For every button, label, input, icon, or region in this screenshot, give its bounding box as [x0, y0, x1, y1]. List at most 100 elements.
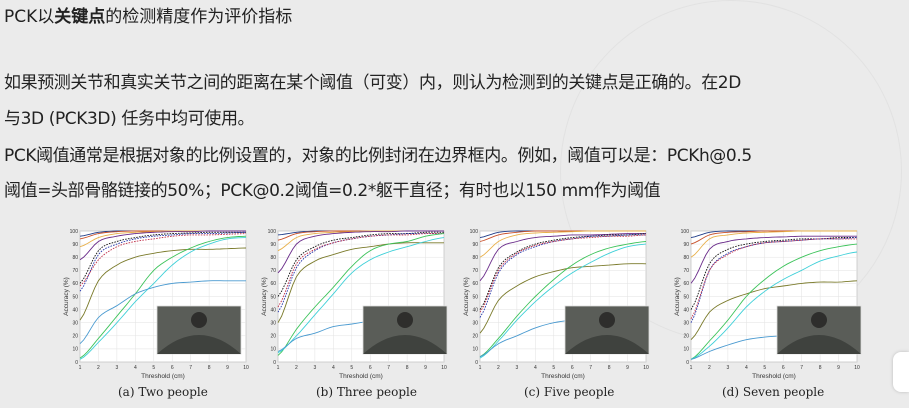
- x-tick-label: 2: [497, 365, 500, 371]
- y-tick-label: 40: [270, 307, 276, 313]
- y-tick-label: 10: [683, 347, 689, 353]
- paragraph-line: 如果预测关节和真实关节之间的距离在某个阈值（可变）内，则认为检测到的关键点是正确…: [4, 73, 741, 93]
- x-tick-label: 5: [350, 365, 353, 371]
- series-line: [277, 233, 445, 356]
- x-tick-label: 2: [97, 365, 100, 371]
- series-line: [277, 233, 444, 313]
- x-tick-label: 2: [295, 365, 298, 371]
- y-tick-label: 50: [683, 294, 689, 300]
- x-tick-label: 4: [745, 365, 748, 371]
- x-tick-label: 8: [406, 365, 409, 371]
- y-tick-label: 100: [470, 229, 479, 235]
- series-line: [277, 230, 444, 274]
- y-tick-label: 0: [686, 360, 689, 366]
- y-tick-label: 80: [270, 255, 276, 261]
- y-tick-label: 30: [472, 321, 478, 327]
- x-tick-label: 8: [208, 365, 211, 371]
- pck-chart-three-people: 0 10 20 30 40 50 60 70 80 90 100 1 2 3 4 5 6 7 8 9 10 Thresho…: [261, 229, 448, 380]
- series-line: [277, 231, 444, 297]
- series-line: [479, 241, 647, 358]
- inset-floor: [777, 335, 861, 354]
- series-line: [479, 243, 647, 359]
- y-tick-label: 20: [472, 334, 478, 340]
- y-tick-label: 80: [683, 255, 689, 261]
- y-tick-label: 100: [681, 229, 690, 235]
- series-line: [479, 234, 646, 318]
- x-tick-label: 7: [387, 365, 390, 371]
- inset-video-frame: [564, 305, 650, 355]
- paragraph-line: 阈值=头部骨骼链接的50%；PCK@0.2阈值=0.2*躯干直径；有时也以150…: [4, 181, 661, 201]
- y-tick-label: 0: [75, 360, 78, 366]
- x-tick-label: 3: [115, 365, 118, 371]
- chart-caption: (a) Two people: [118, 385, 208, 399]
- chart-caption: (d) Seven people: [722, 385, 825, 399]
- pck-chart-two-people: 0 10 20 30 40 50 60 70 80 90 100 1 2 3 4 5 6 7 8 9 10 Thresho…: [63, 229, 249, 380]
- y-tick-label: 90: [683, 242, 689, 248]
- inset-head: [811, 312, 827, 328]
- series-line: [479, 233, 646, 282]
- title-prefix: PCK以: [4, 7, 55, 27]
- y-tick-label: 10: [472, 347, 478, 353]
- y-tick-label: 20: [270, 334, 276, 340]
- series-line: [479, 234, 647, 313]
- x-tick-label: 9: [837, 365, 840, 371]
- x-tick-label: 3: [515, 365, 518, 371]
- paragraph-line: PCK阈值通常是根据对象的比例设置的，对象的比例封闭在边界框内。例如，阈值可以是…: [4, 146, 752, 166]
- y-tick-label: 70: [270, 268, 276, 274]
- floating-button[interactable]: [893, 352, 909, 392]
- x-tick-label: 5: [552, 365, 555, 371]
- x-tick-label: 1: [277, 365, 280, 371]
- series-line: [79, 230, 246, 261]
- x-tick-label: 10: [854, 365, 860, 371]
- title-bold: 关键点: [54, 7, 106, 27]
- y-tick-label: 20: [683, 334, 689, 340]
- x-tick-label: 7: [189, 365, 192, 371]
- inset-head: [599, 312, 615, 328]
- x-tick-label: 9: [424, 365, 427, 371]
- series-line: [690, 237, 858, 310]
- title-suffix: 的检测精度作为评价指标: [105, 7, 293, 27]
- slide-title: PCK以关键点的检测精度作为评价指标: [4, 2, 292, 27]
- series-line: [79, 233, 247, 287]
- y-tick-label: 20: [72, 334, 78, 340]
- y-tick-label: 60: [472, 281, 478, 287]
- series-line: [479, 233, 647, 310]
- x-tick-label: 7: [589, 365, 592, 371]
- series-line: [479, 230, 646, 258]
- series-line: [79, 231, 246, 284]
- inset-video-frame: [156, 305, 242, 355]
- series-line: [690, 235, 857, 284]
- series-line: [79, 237, 247, 360]
- series-line: [690, 237, 858, 323]
- inset-head: [191, 312, 207, 328]
- y-tick-label: 60: [72, 281, 78, 287]
- x-tick-label: 1: [690, 365, 693, 371]
- x-axis-label: Threshold (cm): [339, 373, 383, 380]
- x-tick-label: 9: [226, 365, 229, 371]
- y-tick-label: 50: [270, 294, 276, 300]
- series-line: [479, 263, 647, 334]
- y-tick-label: 90: [472, 242, 478, 248]
- y-tick-label: 70: [472, 268, 478, 274]
- x-tick-label: 6: [782, 365, 785, 371]
- y-tick-label: 90: [270, 242, 276, 248]
- y-tick-label: 100: [268, 229, 277, 235]
- series-line: [79, 235, 247, 359]
- y-tick-label: 80: [72, 255, 78, 261]
- x-tick-label: 10: [441, 365, 447, 371]
- y-tick-label: 0: [273, 360, 276, 366]
- y-tick-label: 40: [72, 307, 78, 313]
- x-axis-label: Threshold (cm): [141, 373, 185, 380]
- x-tick-label: 9: [626, 365, 629, 371]
- series-line: [690, 238, 857, 320]
- y-tick-label: 80: [472, 255, 478, 261]
- y-tick-label: 30: [683, 321, 689, 327]
- y-tick-label: 50: [72, 294, 78, 300]
- chart-caption: (c) Five people: [524, 385, 615, 399]
- y-axis-label: Accuracy (%): [261, 277, 268, 316]
- inset-head: [397, 312, 413, 328]
- y-tick-label: 60: [683, 281, 689, 287]
- pck-chart-five-people: 0 10 20 30 40 50 60 70 80 90 100 1 2 3 4 5 6 7 8 9 10 Thresho…: [463, 229, 650, 380]
- series-line: [277, 233, 444, 308]
- x-tick-label: 10: [643, 365, 649, 371]
